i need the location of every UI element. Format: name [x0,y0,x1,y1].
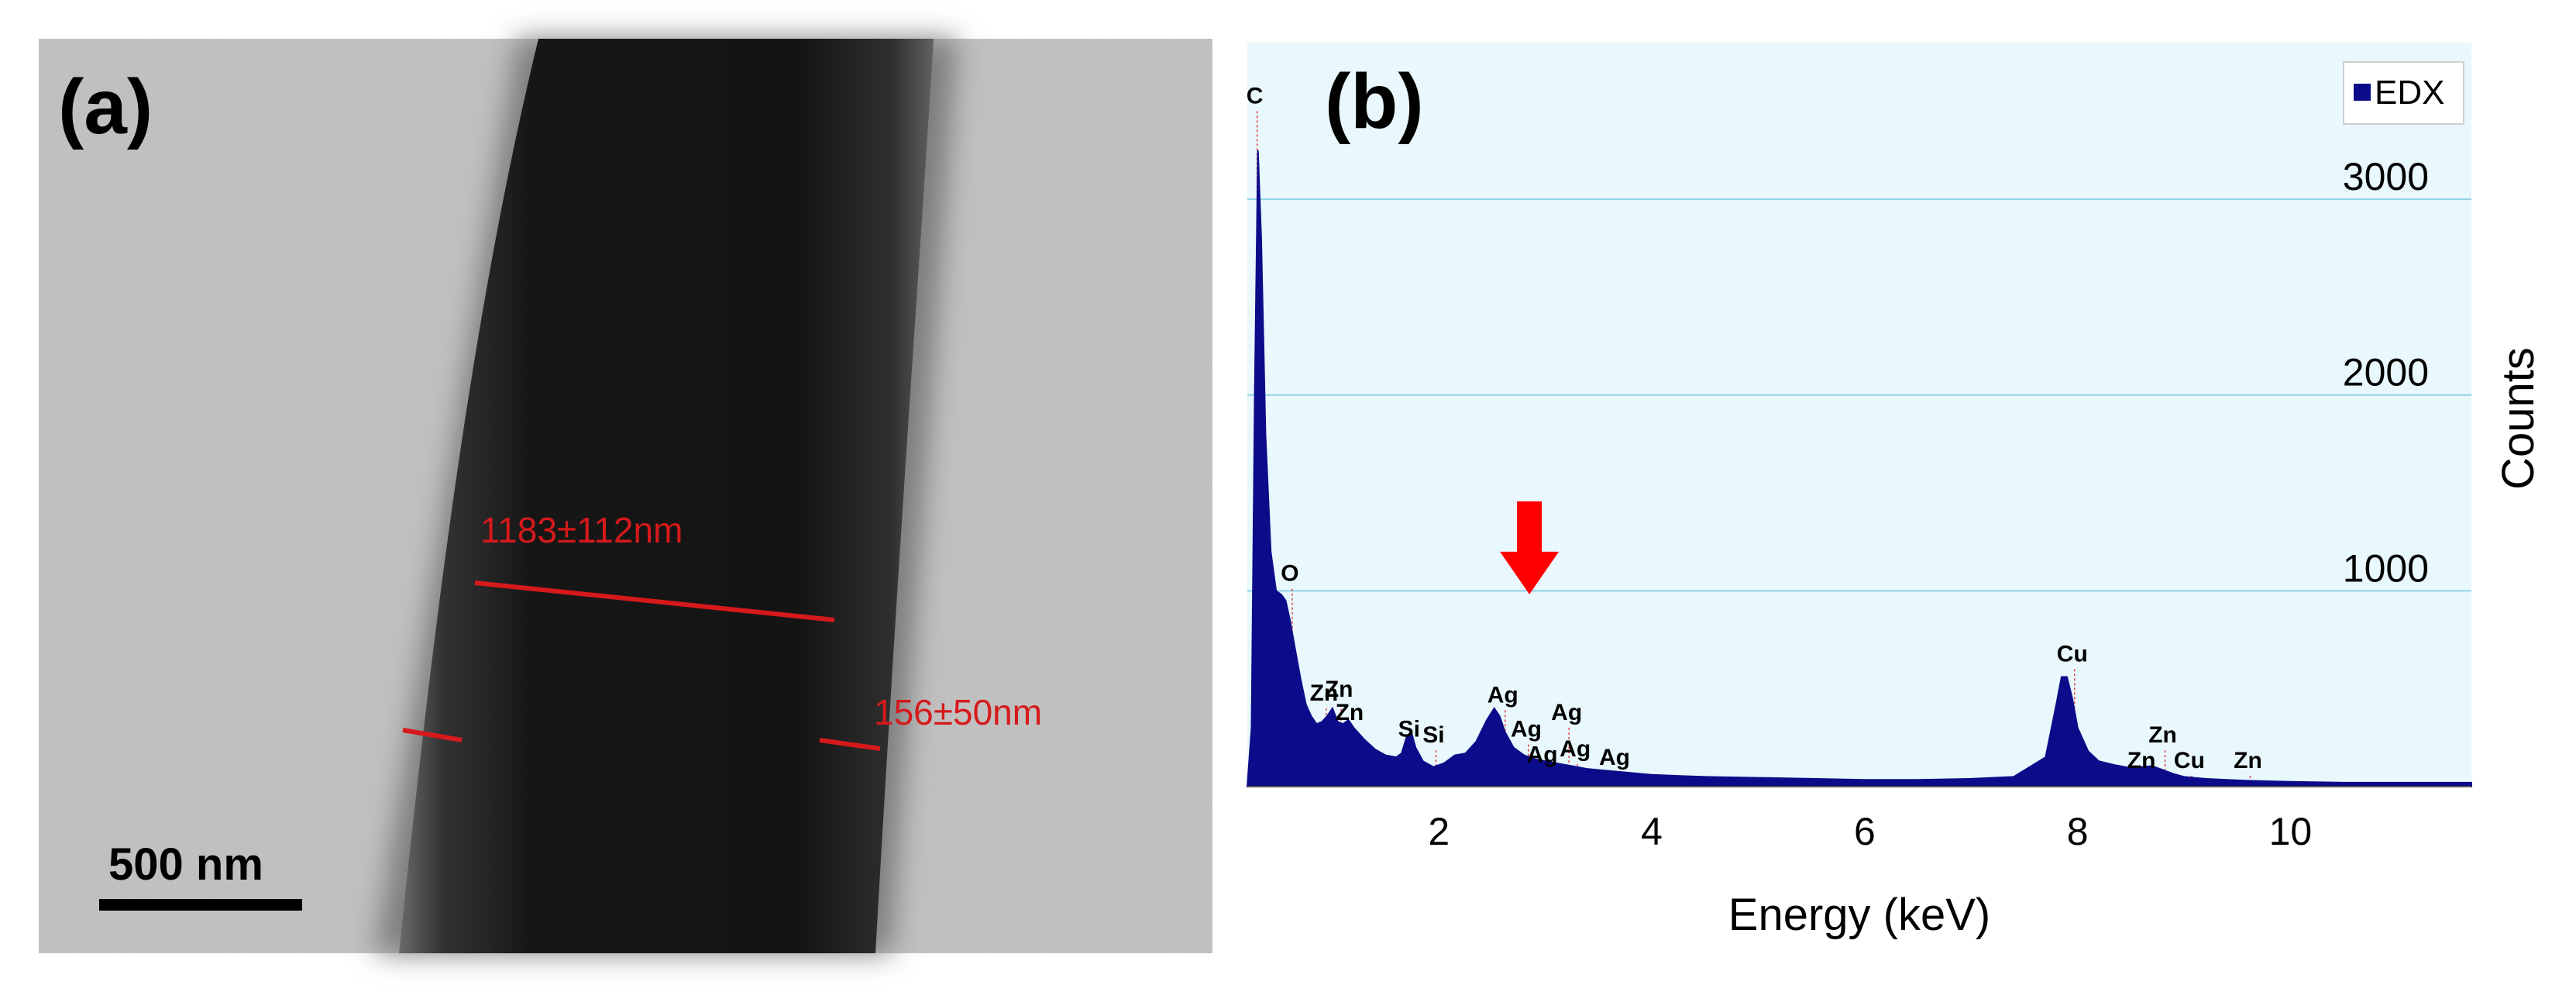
x-tick-label-2: 2 [1428,810,1450,853]
legend-swatch [2354,84,2371,101]
peak-label-si-6: Si [1422,722,1444,748]
x-tick-label-10: 10 [2269,810,2313,853]
plot-area [1247,43,2471,787]
tem-micrograph-panel: 1183±112nm 156±50nm (a) 500 nm [39,39,1212,953]
shell-measure-label: 156±50nm [874,692,1042,732]
peak-label-zn-17: Zn [2234,748,2262,773]
red-arrow-marker [1500,501,1560,594]
fiber-core [399,39,934,953]
peak-label-si-5: Si [1398,717,1420,742]
peak-label-c-0: C [1247,83,1264,108]
y-tick-label-3000: 3000 [2343,155,2429,198]
peak-label-ag-12: Ag [1599,745,1630,770]
peak-label-zn-2: Zn [1310,680,1339,706]
legend: EDX [2343,61,2464,125]
x-tick-label-6: 6 [1854,810,1876,853]
peak-label-zn-3: Zn [1325,677,1353,702]
gridlines [1247,198,2471,592]
x-tick-label-4: 4 [1641,810,1663,853]
diameter-measure-label: 1183±112nm [480,510,683,550]
panel-b-label: (b) [1325,58,1424,145]
panel-a-label: (a) [58,64,153,150]
diameter-measure-line [474,580,835,622]
peak-label-zn-14: Zn [2148,722,2177,748]
peak-label-ag-10: Ag [1527,742,1558,767]
shell-measure-line-left [402,728,463,742]
peak-label-ag-7: Ag [1487,682,1518,708]
y-tick-label-1000: 1000 [2343,546,2429,590]
y-axis-label: Counts [2493,347,2543,490]
x-tick-labels: 2 4 6 8 10 [1428,810,2312,853]
shell-measure-line-right [819,738,881,751]
y-tick-labels: 1000 2000 3000 [2343,155,2429,590]
edx-spectrum-area [1246,150,2472,787]
peak-label-cu-13: Cu [2057,641,2088,666]
peak-label-zn-15: Zn [2127,748,2156,773]
legend-entry-edx: EDX [2375,74,2444,112]
x-axis-label: Energy (keV) [1728,890,1990,940]
scale-bar-label: 500 nm [108,839,263,890]
peak-label-ag-8: Ag [1511,717,1542,742]
y-tick-label-2000: 2000 [2343,351,2429,394]
x-tick-label-8: 8 [2067,810,2089,853]
peak-label-ag-9: Ag [1551,700,1582,725]
scale-bar [99,899,302,911]
peak-label-cu-16: Cu [2174,748,2205,773]
arrow-shape [1500,501,1560,594]
peak-label-ag-11: Ag [1560,736,1591,762]
peak-label-zn-4: Zn [1336,700,1364,725]
peak-label-o-1: O [1281,561,1298,587]
